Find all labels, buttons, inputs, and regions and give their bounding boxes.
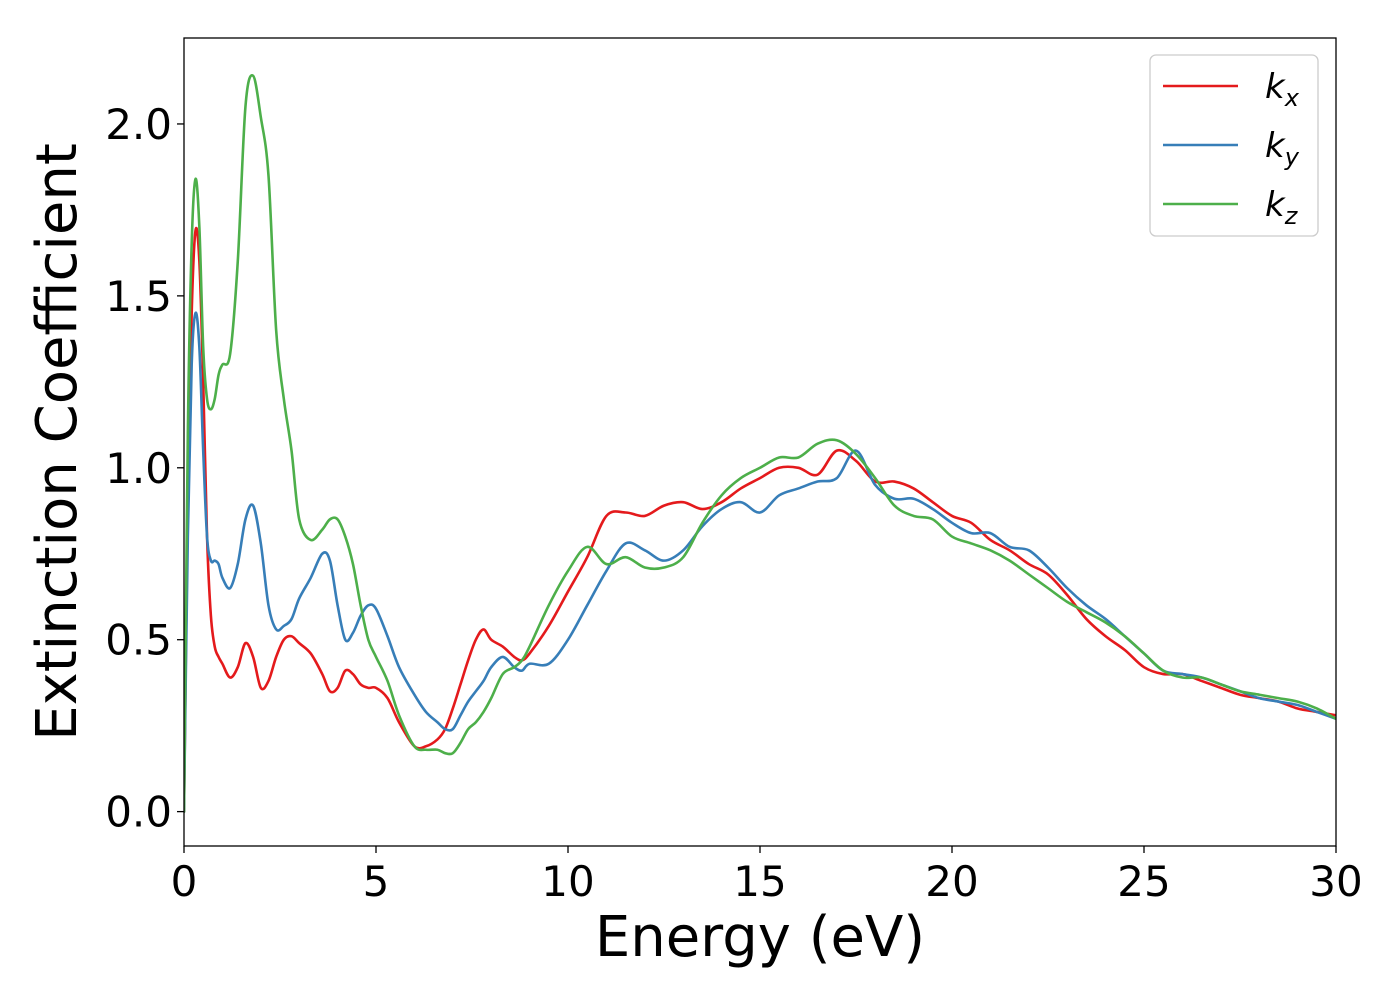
y-tick-label: 0.0	[105, 788, 172, 837]
series-line-ky	[184, 311, 1336, 813]
legend-subscript: z	[1284, 202, 1299, 230]
series-line-kx	[184, 226, 1336, 813]
y-tick-label: 2.0	[105, 100, 172, 149]
x-tick-label: 5	[363, 857, 390, 906]
legend-subscript: x	[1284, 84, 1300, 112]
x-tick-label: 25	[1117, 857, 1170, 906]
x-axis-ticks: 0 5 10 15 20 25 30	[171, 846, 1363, 906]
series-line-kz	[184, 74, 1336, 813]
x-axis-title: Energy (eV)	[595, 905, 925, 970]
y-tick-label: 0.5	[105, 616, 172, 665]
x-tick-label: 30	[1309, 857, 1362, 906]
legend-label-kx: kx	[1265, 67, 1300, 112]
x-tick-label: 0	[171, 857, 198, 906]
x-tick-label: 20	[925, 857, 978, 906]
x-tick-label: 15	[733, 857, 786, 906]
series-layer	[184, 74, 1336, 813]
y-tick-label: 1.5	[105, 272, 172, 321]
legend-subscript: y	[1284, 143, 1300, 171]
y-axis-ticks: 0.0 0.5 1.0 1.5 2.0	[105, 100, 184, 837]
x-tick-label: 10	[541, 857, 594, 906]
legend-label-ky: ky	[1265, 126, 1300, 171]
y-tick-label: 1.0	[105, 444, 172, 493]
y-axis-title: Extinction Coefficient	[25, 143, 90, 741]
